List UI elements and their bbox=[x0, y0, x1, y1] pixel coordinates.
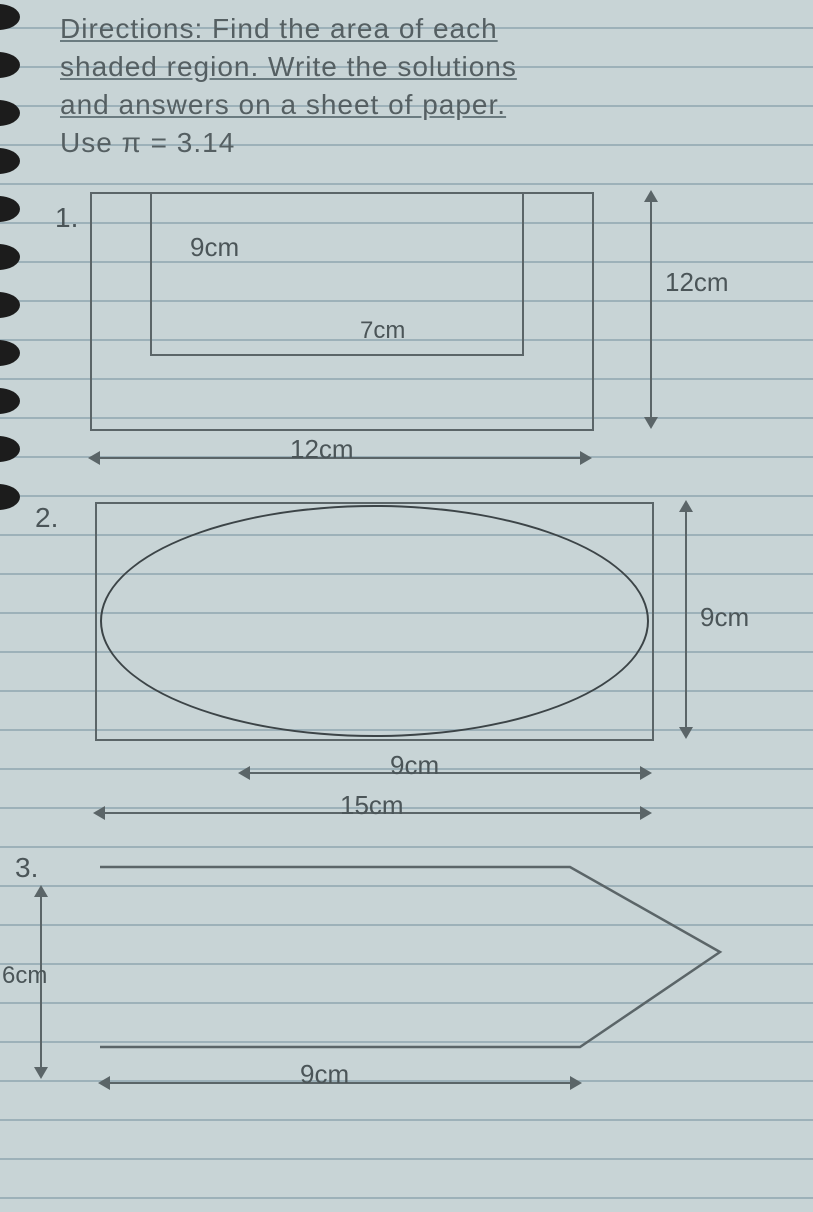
fig1-inner-width-label: 7cm bbox=[360, 317, 405, 345]
fig1-outer-height-label: 12cm bbox=[665, 267, 729, 298]
fig2-outer-width-label: 15cm bbox=[340, 790, 404, 821]
spiral-binding bbox=[0, 0, 50, 520]
fig3-polygon bbox=[100, 867, 720, 1047]
fig3-width-label: 9cm bbox=[300, 1059, 349, 1090]
directions-line3: and answers on a sheet of paper. bbox=[60, 89, 506, 120]
directions-line1: Directions: Find the area of each bbox=[60, 13, 498, 44]
fig2-inner-width-label: 9cm bbox=[390, 750, 439, 781]
fig1-outer-width-label: 12cm bbox=[290, 434, 354, 465]
fig2-inner-width-arrow bbox=[240, 772, 650, 774]
figure-2-number: 2. bbox=[35, 502, 58, 534]
fig1-inner-rect bbox=[150, 192, 524, 356]
figure-1: 1. 9cm 7cm 12cm 12cm bbox=[60, 182, 803, 472]
figure-3-number: 3. bbox=[15, 852, 38, 884]
page-content: Directions: Find the area of each shaded… bbox=[60, 10, 803, 1117]
figure-2: 2. 9cm 9cm 15cm bbox=[60, 502, 803, 842]
fig3-height-label: 6cm bbox=[2, 962, 47, 990]
figure-3: 3. 6cm 9cm bbox=[60, 857, 803, 1117]
fig2-height-label: 9cm bbox=[700, 602, 749, 633]
fig1-height-arrow bbox=[650, 192, 652, 427]
fig2-height-arrow bbox=[685, 502, 687, 737]
directions-line4: Use π = 3.14 bbox=[60, 127, 235, 158]
fig2-ellipse bbox=[100, 505, 649, 737]
fig3-polygon-svg bbox=[80, 857, 780, 1087]
fig1-inner-height-label: 9cm bbox=[190, 232, 239, 263]
figure-1-number: 1. bbox=[55, 202, 78, 234]
directions-line2: shaded region. Write the solutions bbox=[60, 51, 517, 82]
directions-text: Directions: Find the area of each shaded… bbox=[60, 10, 803, 162]
